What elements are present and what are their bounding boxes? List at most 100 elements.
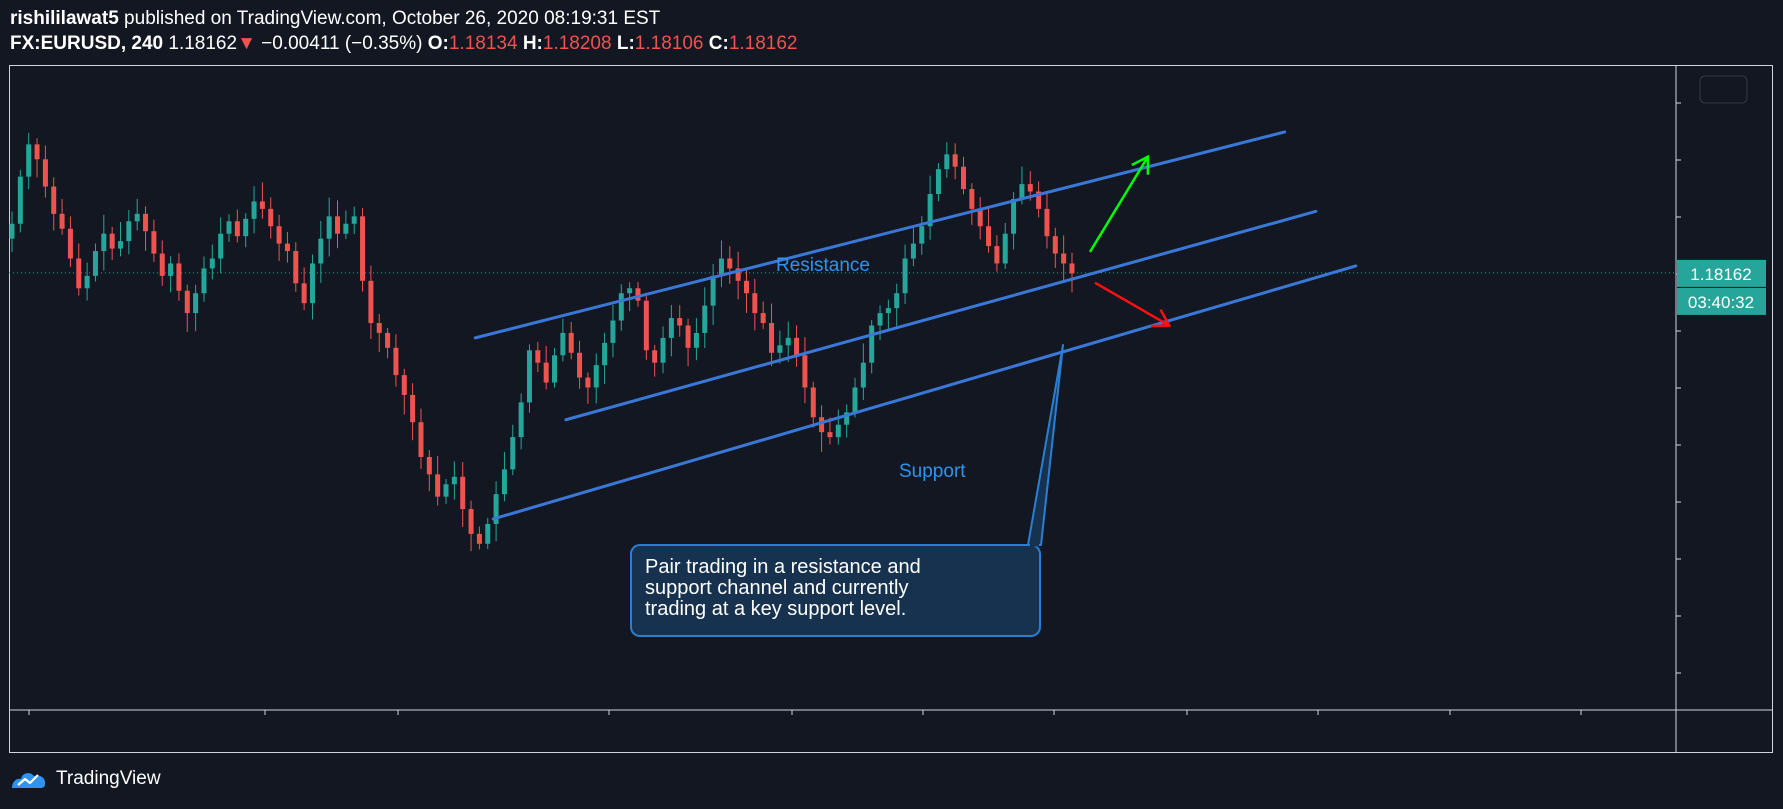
author-name[interactable]: rishililawat5 xyxy=(10,8,119,29)
bearish-arrow-icon xyxy=(1151,309,1172,328)
candle-body xyxy=(226,221,232,234)
candle-body xyxy=(443,484,449,497)
candle-body xyxy=(318,238,324,264)
candle-body xyxy=(151,231,157,254)
bearish-arrow-shaft xyxy=(1094,282,1171,327)
candle-body xyxy=(844,412,850,425)
candle-body xyxy=(1027,184,1033,192)
candle-body xyxy=(702,305,708,333)
candle-body xyxy=(618,293,624,321)
brand-name[interactable]: TradingView xyxy=(56,768,161,789)
candle-body xyxy=(635,288,641,301)
candle-body xyxy=(268,208,274,227)
candle-body xyxy=(1002,233,1008,264)
callout-text-line: trading at a key support level. xyxy=(645,598,906,620)
chart-header: rishililawat5 published on TradingView.c… xyxy=(10,7,798,56)
candle-body xyxy=(209,258,215,269)
candle-body xyxy=(819,417,825,433)
candle-body xyxy=(1061,253,1067,264)
candle-body xyxy=(869,325,875,363)
candle-body xyxy=(577,352,583,378)
candle-body xyxy=(293,251,299,284)
candle-body xyxy=(1069,263,1075,274)
candle-body xyxy=(376,323,382,333)
close-value: 1.18162 xyxy=(728,33,798,54)
candle-body xyxy=(660,337,666,363)
chart-control-icon[interactable] xyxy=(1699,75,1748,104)
candle-body xyxy=(9,223,15,239)
candle-body xyxy=(543,362,549,383)
candle-body xyxy=(109,233,115,249)
candle-body xyxy=(977,208,983,227)
candle-body xyxy=(785,337,791,346)
candle-body xyxy=(752,293,758,314)
candle-body xyxy=(986,226,992,247)
candle-body xyxy=(234,221,240,237)
candle-body xyxy=(84,275,90,289)
bullish-arrow-shaft xyxy=(1089,155,1150,253)
countdown-badge-text: 03:40:32 xyxy=(1688,293,1754,312)
tradingview-logo-icon[interactable] xyxy=(10,768,48,790)
resistance-label: Resistance xyxy=(776,255,870,276)
candle-body xyxy=(944,154,950,170)
candle-body xyxy=(176,263,182,291)
candle-body xyxy=(435,474,441,497)
candle-body xyxy=(769,323,775,353)
candle-body xyxy=(343,223,349,234)
candle-body xyxy=(259,201,265,209)
price-badge xyxy=(1677,259,1766,287)
support-trendline xyxy=(491,264,1358,521)
candle-body xyxy=(885,308,891,314)
candle-body xyxy=(777,345,783,353)
candle-body xyxy=(760,313,766,323)
resistance-trendline xyxy=(473,130,1287,340)
high-label: H: xyxy=(522,33,543,54)
candle-body xyxy=(401,375,407,395)
candle-body xyxy=(860,362,866,388)
candle-body xyxy=(535,350,541,363)
candle-body xyxy=(460,476,466,510)
chart-frame xyxy=(9,65,1773,753)
candle-body xyxy=(735,268,741,281)
candle-body xyxy=(493,494,499,524)
candle-body xyxy=(426,456,432,475)
candle-body xyxy=(468,509,474,534)
footer: TradingView xyxy=(10,768,161,790)
support-label: Support xyxy=(899,461,966,482)
candle-body xyxy=(92,251,98,276)
candle-body xyxy=(1019,184,1025,199)
candle-body xyxy=(560,332,566,356)
published-text: published on TradingView.com, October 26… xyxy=(118,8,661,29)
candle-body xyxy=(935,169,941,194)
candle-body xyxy=(17,176,23,224)
candle-body xyxy=(360,216,366,281)
candle-body xyxy=(902,258,908,294)
candle-body xyxy=(251,201,257,219)
candle-body xyxy=(301,283,307,304)
countdown-badge xyxy=(1677,287,1766,315)
candle-body xyxy=(802,355,808,388)
candle-body xyxy=(476,533,482,544)
candle-body xyxy=(1036,191,1042,209)
candle-body xyxy=(960,166,966,190)
candle-body xyxy=(385,332,391,348)
candle-body xyxy=(159,253,165,276)
candle-body xyxy=(668,318,674,338)
price-change: −0.00411 (−0.35%) xyxy=(261,33,423,54)
candle-body xyxy=(827,432,833,438)
price-badge-text: 1.18162 xyxy=(1690,265,1751,284)
candle-body xyxy=(710,275,716,306)
candle-body xyxy=(643,300,649,351)
publish-info: rishililawat5 published on TradingView.c… xyxy=(10,7,798,31)
candle-body xyxy=(284,243,290,252)
high-value: 1.18208 xyxy=(542,33,612,54)
candle-body xyxy=(810,387,816,418)
candle-body xyxy=(910,243,916,259)
candle-body xyxy=(526,350,532,403)
candle-body xyxy=(593,365,599,388)
candle-body xyxy=(718,258,724,276)
candle-body xyxy=(201,268,207,294)
candle-body xyxy=(677,318,683,326)
candle-body xyxy=(485,523,491,544)
